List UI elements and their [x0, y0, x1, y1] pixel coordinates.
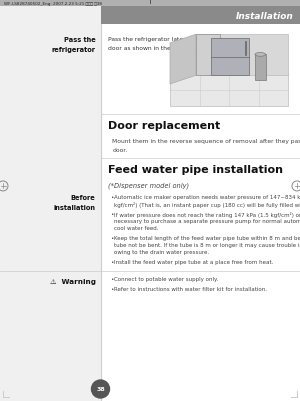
Text: Automatic ice maker operation needs water pressure of 147~834 kPa (1.5~8.5: Automatic ice maker operation needs wate… [115, 195, 300, 200]
Bar [255, 55, 266, 80]
Text: If water pressure does not reach the rating 147 kPa (1.5 kgf/cm²) or below, it i: If water pressure does not reach the rat… [115, 212, 300, 218]
Bar [211, 39, 249, 76]
Text: Mount them in the reverse sequence of removal after they pass through the access: Mount them in the reverse sequence of re… [112, 139, 300, 144]
Circle shape [92, 380, 110, 398]
Text: •: • [110, 212, 114, 217]
Bar [100, 7, 300, 25]
Text: tube not be bent. If the tube is 8 m or longer it may cause trouble in water fee: tube not be bent. If the tube is 8 m or … [115, 243, 300, 248]
Text: owing to the drain water pressure.: owing to the drain water pressure. [115, 249, 210, 255]
Text: door.: door. [112, 148, 128, 152]
Text: kgf/cm²) (That is, an instant paper cup (180 cc) will be fully filled within 3 s: kgf/cm²) (That is, an instant paper cup … [115, 202, 300, 208]
Text: Connect to potable water supply only.: Connect to potable water supply only. [115, 277, 219, 282]
Text: ⚠  Warning: ⚠ Warning [50, 279, 95, 285]
Text: •: • [110, 277, 114, 282]
Text: •: • [110, 236, 114, 241]
Text: Keep the total length of the feed water pipe tube within 8 m and be careful for : Keep the total length of the feed water … [115, 236, 300, 241]
Text: installation: installation [53, 205, 95, 211]
Text: •: • [110, 195, 114, 200]
Bar [196, 35, 288, 76]
Text: Before: Before [71, 195, 95, 201]
Text: Installation: Installation [236, 12, 294, 21]
Bar [0, 7, 100, 401]
Text: cool water feed.: cool water feed. [115, 226, 159, 231]
Bar [0, 0, 300, 7]
Polygon shape [170, 35, 196, 85]
Text: Door replacement: Door replacement [109, 121, 221, 131]
Text: Refer to instructions with water filter kit for installation.: Refer to instructions with water filter … [115, 287, 268, 292]
Text: WF-LS828740502_Eng: 2007.2.23 5:21 페이지 제38: WF-LS828740502_Eng: 2007.2.23 5:21 페이지 제… [4, 2, 102, 6]
Text: (*Dispenser model only): (*Dispenser model only) [109, 182, 190, 188]
Text: refrigerator: refrigerator [52, 47, 95, 53]
Text: •: • [110, 259, 114, 265]
Text: Install the feed water pipe tube at a place free from heat.: Install the feed water pipe tube at a pl… [115, 259, 274, 265]
Text: •: • [110, 287, 114, 292]
Polygon shape [196, 35, 220, 76]
Text: door as shown in the right figure.: door as shown in the right figure. [109, 46, 209, 51]
Text: Pass the: Pass the [64, 37, 95, 43]
Text: 38: 38 [96, 387, 105, 391]
Text: Feed water pipe installation: Feed water pipe installation [109, 165, 284, 175]
Text: Pass the refrigerator laterally through the access: Pass the refrigerator laterally through … [109, 37, 256, 42]
Text: necessary to purchase a separate pressure pump for normal automatic icing and: necessary to purchase a separate pressur… [115, 219, 300, 224]
Ellipse shape [255, 53, 266, 57]
Bar [170, 75, 288, 107]
